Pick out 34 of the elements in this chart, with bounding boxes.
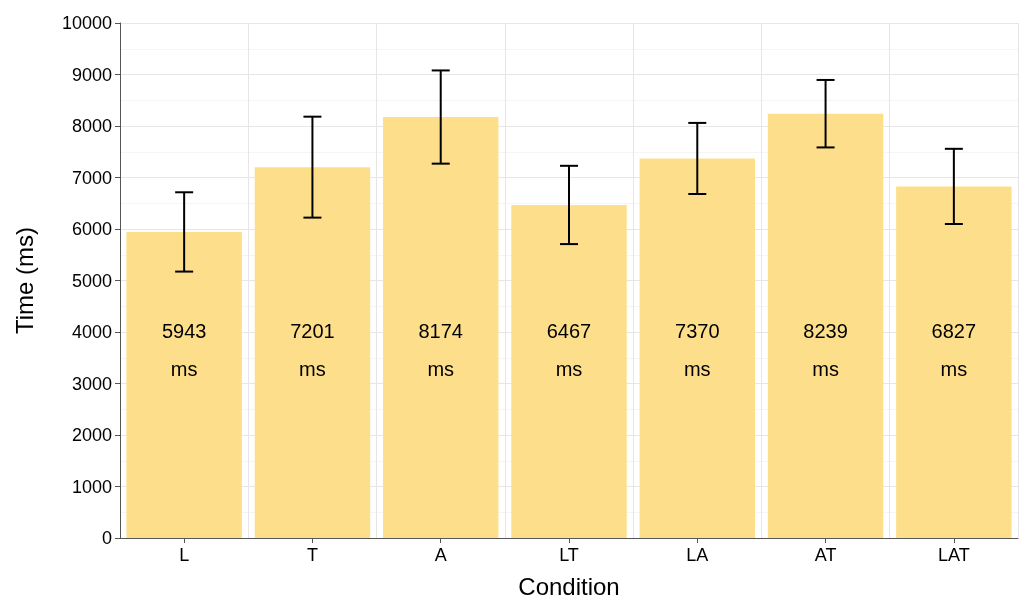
data-label: 5943 ms: [161, 320, 207, 380]
data-label: 6827 ms: [931, 320, 977, 380]
x-tick-label: A: [434, 545, 447, 565]
data-label: 8239 ms: [803, 320, 848, 380]
bar: [126, 231, 242, 538]
y-tick-label: 10000: [61, 13, 112, 33]
bar: [511, 204, 627, 538]
x-tick-label: LAT: [938, 545, 970, 565]
x-tick-label: L: [179, 545, 190, 565]
data-label: 6467 ms: [546, 320, 592, 380]
x-tick-label: AT: [814, 545, 837, 565]
bar: [896, 186, 1012, 538]
y-axis-title: Time (ms): [10, 226, 38, 335]
x-tick-label: LT: [559, 545, 579, 565]
y-tick-label: 4000: [71, 322, 112, 342]
x-axis-title: Condition: [518, 572, 620, 600]
y-tick-label: 1000: [71, 476, 112, 497]
data-label: 7201 ms: [290, 320, 335, 380]
data-label: 8174 ms: [418, 320, 463, 380]
y-tick-label: 8000: [71, 116, 112, 136]
bar: [767, 113, 884, 538]
y-tick-label: 7000: [71, 167, 112, 188]
x-tick-label: LA: [686, 545, 709, 565]
y-tick-label: 2000: [71, 425, 112, 445]
y-tick-label: 5000: [71, 270, 112, 291]
y-tick-label: 0: [101, 528, 112, 548]
bar: [254, 167, 371, 538]
y-tick-label: 9000: [71, 64, 112, 85]
bar: [639, 158, 756, 538]
y-tick-label: 6000: [71, 219, 112, 239]
y-tick-label: 3000: [71, 373, 112, 394]
bar: [382, 117, 499, 538]
data-label: 7370 ms: [675, 320, 720, 380]
x-tick-label: T: [306, 545, 318, 565]
